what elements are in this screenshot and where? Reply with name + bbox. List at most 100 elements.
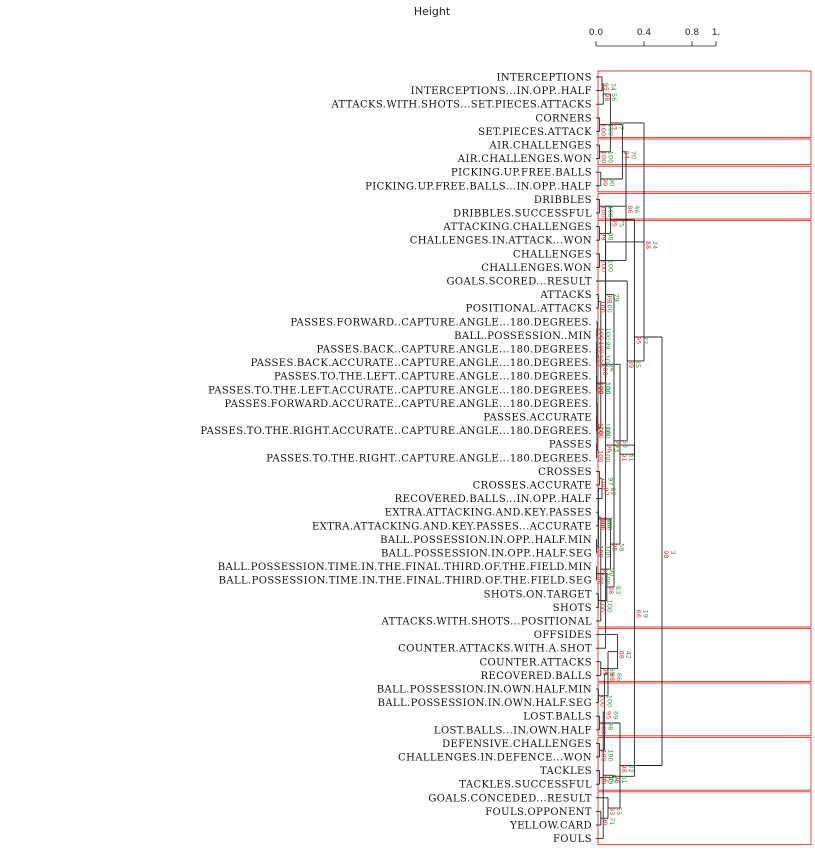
bp-pvalue: 46 [633,205,641,213]
bp-pvalue: 42 [625,651,633,659]
leaf-label: PASSES.BACK..CAPTURE.ANGLE...180.DEGREES… [317,345,593,356]
au-pvalue: 98 [662,550,670,558]
leaf-label: FOULS.OPPONENT [485,807,592,818]
leaf-label: PICKING.UP.FREE.BALLS...IN.OPP..HALF [365,181,592,192]
bp-pvalue: 100 [604,355,612,367]
leaf-label: PASSES.BACK.ACCURATE..CAPTURE.ANGLE...18… [251,358,592,369]
bp-pvalue: 100 [605,600,613,612]
au-pvalue: 100 [598,695,606,707]
bp-pvalue: 98 [607,722,615,730]
bp-pvalue: 100 [605,518,613,530]
cluster-box [597,220,812,628]
cluster-box [597,628,812,682]
bp-pvalue: 71 [608,817,616,825]
bp-pvalue: 25 [634,360,642,368]
cluster-box [597,70,812,138]
au-pvalue: 100 [597,355,605,367]
cluster-box [597,682,812,737]
bp-pvalue: 100 [604,382,612,394]
height-axis: 0.0 0.4 0.8 1. [589,28,721,47]
leaf-label: DRIBBLES.SUCCESSFUL [453,209,592,220]
cluster-box [597,165,812,193]
leaf-label: PASSES.TO.THE.RIGHT.ACCURATE..CAPTURE.AN… [200,426,592,437]
axis-tick-label: 0.4 [637,28,652,38]
axis-tick-label: 1. [712,28,721,38]
leaf-label: SET.PIECES.ATTACK [478,127,592,138]
au-pvalue: 100 [597,426,605,438]
bp-pvalue: 99 [604,341,612,349]
leaf-label: YELLOW.CARD [509,821,592,832]
leaf-label: INTERCEPTIONS [497,73,593,84]
au-pvalue: 95 [634,336,642,344]
au-pvalue: 100 [597,382,605,394]
au-pvalue: 86 [626,205,634,213]
bp-pvalue: 90 [608,568,616,576]
leaf-label: COUNTER.ATTACKS.WITH.A.SHOT [398,644,592,655]
au-pvalue: 96 [606,444,614,452]
bp-pvalue: 63 [621,440,629,448]
leaf-label: DEFENSIVE.CHALLENGES [442,739,592,750]
bp-pvalue: 22 [641,336,649,344]
bp-pvalue: 89 [608,668,616,676]
leaf-label: ATTACKS.WITH.SHOTS...SET.PIECES.ATTACKS [330,100,592,111]
au-pvalue: 95 [610,543,618,551]
leaf-label: RECOVERED.BALLS...IN.OPP..HALF [395,494,592,505]
bp-pvalue: 22 [627,765,635,773]
au-pvalue: 91 [620,453,628,461]
au-pvalue: 98 [603,93,611,101]
au-pvalue: 100 [598,300,606,312]
au-pvalue: 100 [600,260,608,272]
bp-pvalue: 94 [608,363,616,371]
leaf-label: GOALS.CONCEDED...RESULT [428,793,592,804]
au-pvalue: 99 [600,232,608,240]
au-pvalue: 88 [644,241,652,249]
leaf-label: BALL.POSSESSION.TIME.IN.THE.FINAL.THIRD.… [219,576,592,587]
bp-pvalue: 62 [610,774,618,782]
leaf-label: EXTRA.ATTACKING.AND.KEY.PASSES...ACCURAT… [312,521,592,532]
au-pvalue: 93 [608,807,616,815]
au-pvalue: 95 [610,219,618,227]
au-pvalue: 100 [597,341,605,353]
au-pvalue: 92 [603,774,611,782]
leaf-label: INTERCEPTIONS...IN.OPP..HALF [411,86,592,97]
au-pvalue: 100 [600,477,608,489]
bp-pvalue: 70 [629,151,637,159]
au-pvalue: 95 [604,711,612,719]
axis-tick-label: 0.8 [685,28,700,38]
bp-pvalue: 73 [613,444,621,452]
bp-pvalue: 100 [604,423,612,435]
bp-pvalue: 100 [607,124,615,136]
bp-pvalue: 69 [611,711,619,719]
au-pvalue: 97 [601,568,609,576]
bp-pvalue: 19 [641,610,649,618]
leaf-label: PASSES [549,440,592,451]
au-pvalue: 100 [600,205,608,217]
bp-pvalue: 90 [608,178,616,186]
bp-pvalue: 100 [604,450,612,462]
bp-pvalue: 100 [604,382,612,394]
au-pvalue: 98 [620,765,628,773]
bp-pvalue: 100 [605,300,613,312]
cluster-box [597,791,812,846]
leaf-label: BALL.POSSESSION.IN.OPP..HALF.SEG [381,549,592,560]
au-pvalue: 100 [600,151,608,163]
leaf-label: POSITIONAL.ATTACKS [466,304,592,315]
leaf-label: GOALS.SCORED...RESULT [447,277,592,288]
leaf-label: PASSES.ACCURATE [483,413,592,424]
dendrogram-branches [596,76,663,840]
bp-pvalue: 41 [627,453,635,461]
bp-pvalue: 100 [604,572,612,584]
au-pvalue: 99 [601,668,609,676]
bp-pvalue: 97 [607,477,615,485]
au-pvalue: 100 [597,572,605,584]
bp-pvalue: 3 [669,550,677,554]
au-pvalue: 100 [597,423,605,435]
leaf-label: BALL.POSSESSION.TIME.IN.THE.FINAL.THIRD.… [218,562,592,573]
bp-pvalue: 55 [615,807,623,815]
au-pvalue: 96 [614,440,622,448]
leaf-label: PASSES.TO.THE.RIGHT..CAPTURE.ANGLE...180… [266,453,592,464]
leaf-label: AIR.CHALLENGES [488,141,592,152]
bp-pvalue: 63 [614,586,622,594]
leaf-label: ATTACKS [539,290,592,301]
